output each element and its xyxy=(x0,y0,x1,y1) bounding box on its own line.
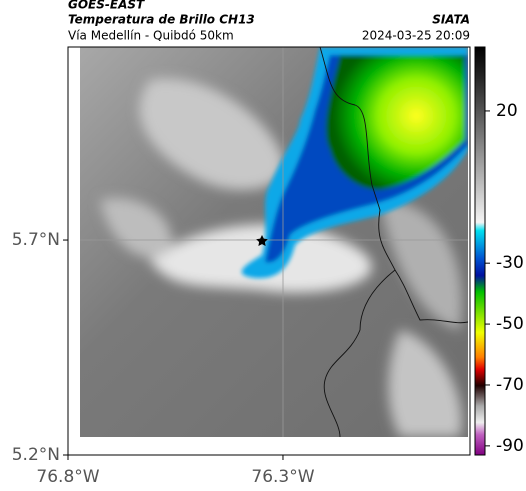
colorbar-tick-label: -90 xyxy=(496,436,524,456)
y-tick-label: 5.2°N xyxy=(12,445,60,465)
subtitle: Vía Medellín - Quibdó 50km xyxy=(68,29,234,43)
x-tick-label: 76.3°W xyxy=(251,467,314,487)
colorbar-tick-label: -50 xyxy=(496,314,524,334)
colorbar-tick-label: 20 xyxy=(496,101,518,121)
title: Temperatura de Brillo CH13 xyxy=(68,13,255,27)
colorbar xyxy=(474,46,486,456)
datetime: 2024-03-25 20:09 xyxy=(362,29,470,43)
y-tick-label: 5.7°N xyxy=(12,230,60,250)
x-tick-label: 76.8°W xyxy=(36,467,99,487)
source: GOES-EAST xyxy=(68,0,145,12)
satellite-image xyxy=(80,47,468,437)
colorbar-tick-label: -70 xyxy=(496,375,524,395)
map-frame xyxy=(67,46,471,456)
colorbar-tick-label: -30 xyxy=(496,253,524,273)
brand: SIATA xyxy=(432,13,470,27)
